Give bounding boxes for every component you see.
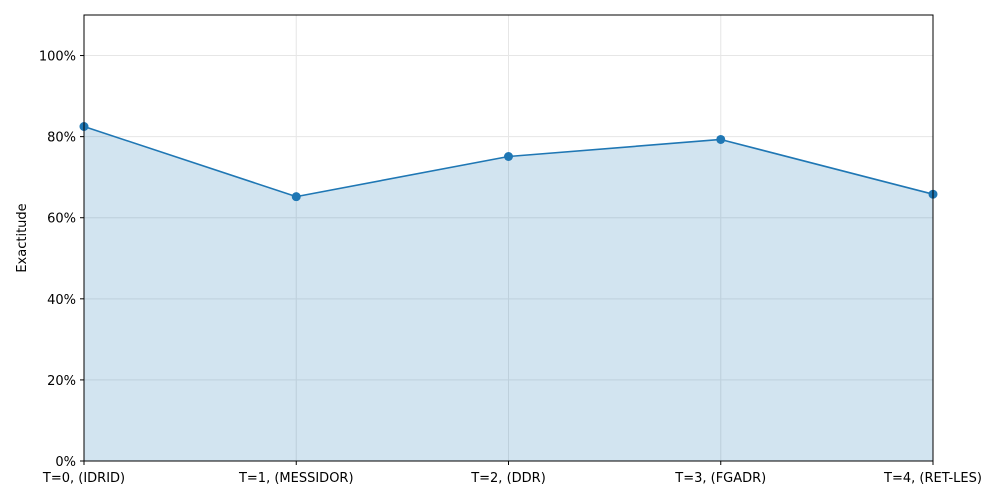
y-tick-label: 40% xyxy=(47,293,76,308)
y-axis-title: Exactitude xyxy=(15,203,30,272)
x-tick-label: T=1, (MESSIDOR) xyxy=(238,471,354,486)
x-tick-label: T=2, (DDR) xyxy=(470,471,546,486)
x-axis: T=0, (IDRID) T=1, (MESSIDOR) T=2, (DDR) T=3… xyxy=(42,461,982,486)
data-point xyxy=(291,192,301,202)
y-tick-label: 0% xyxy=(55,455,76,470)
y-axis: 0% 20% 40% 60% 80% 100% xyxy=(39,50,84,470)
y-tick-label: 100% xyxy=(39,50,76,65)
area-fill xyxy=(84,126,933,461)
area-series xyxy=(84,126,933,461)
data-point xyxy=(504,152,513,162)
x-tick-label: T=3, (FGADR) xyxy=(674,471,766,486)
y-tick-label: 80% xyxy=(47,131,76,146)
x-tick-label: T=0, (IDRID) xyxy=(42,471,125,486)
y-tick-label: 60% xyxy=(47,212,76,227)
x-tick-label: T=4, (RET-LES) xyxy=(883,471,982,486)
data-point xyxy=(716,134,726,144)
y-tick-label: 20% xyxy=(47,374,76,389)
